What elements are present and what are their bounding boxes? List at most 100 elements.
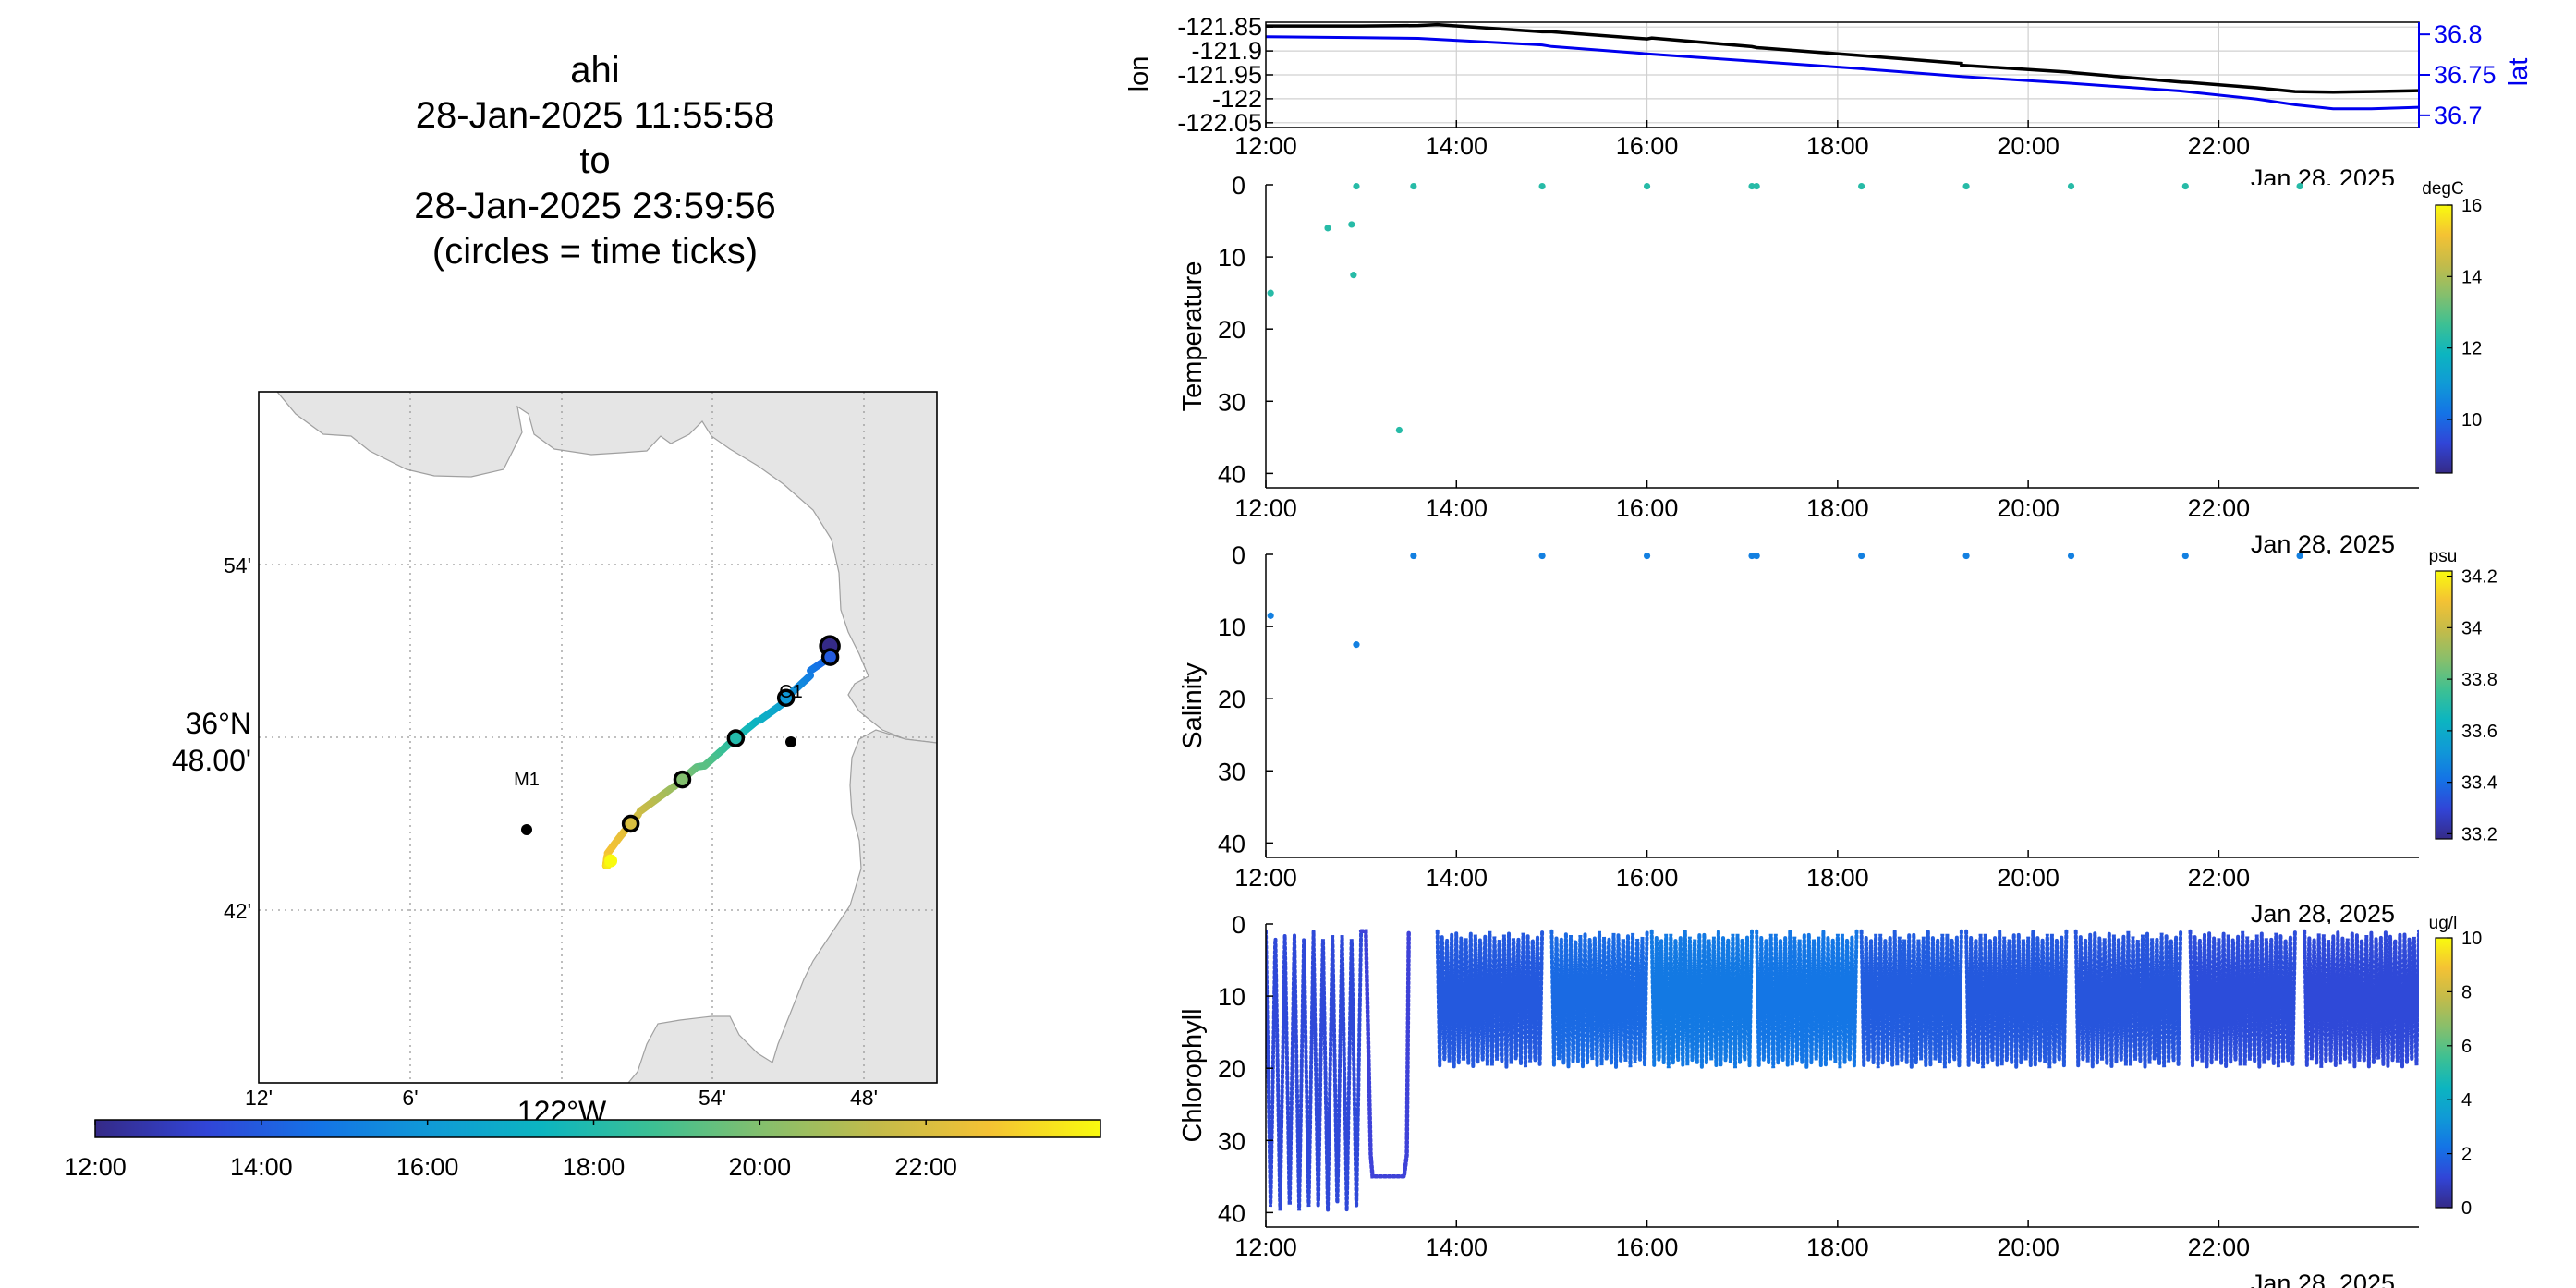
chlorophyll-profile bbox=[1266, 929, 1364, 1211]
temperature-point bbox=[1643, 182, 1651, 190]
temperature-point bbox=[1858, 182, 1865, 190]
salinity-point bbox=[1538, 552, 1546, 560]
lat-label-54: 54' bbox=[224, 553, 251, 577]
temperature-point bbox=[1962, 182, 1970, 190]
salinity-point bbox=[1748, 552, 1756, 560]
salinity-point bbox=[1858, 552, 1865, 560]
chlorophyll-axis-label: Chlorophyll bbox=[1178, 1008, 1208, 1142]
colorbar-tick-label: 34 bbox=[2461, 618, 2482, 638]
lon-axis-label: lon bbox=[1124, 56, 1154, 92]
land-east-coast bbox=[627, 729, 937, 1083]
temperature-point bbox=[1267, 289, 1274, 297]
map-grid bbox=[259, 392, 937, 1083]
chlorophyll-profile bbox=[2303, 929, 2419, 1068]
temperature-points bbox=[1267, 182, 2303, 434]
colorbar-tick-label: 10 bbox=[2461, 929, 2482, 949]
time-tick-circles bbox=[604, 635, 841, 868]
depth-tick-label: 0 bbox=[1232, 541, 1245, 569]
lon-label-12: 12' bbox=[245, 1086, 273, 1110]
track-segment bbox=[636, 807, 646, 816]
time-tick-label: 12:00 bbox=[1234, 494, 1297, 522]
chlorophyll-profile bbox=[1964, 929, 2069, 1069]
salinity-axes: 0 10 20 30 40 12:00 14:00 16:00 18:00 20:00 22:00 bbox=[1218, 541, 2419, 892]
time-tick-label: 14:00 bbox=[1425, 494, 1488, 522]
temperature-point bbox=[1353, 182, 1360, 190]
depth-tick-label: 0 bbox=[1232, 911, 1245, 939]
salinity-colorbar-ticks: 34.2 34 33.8 33.6 33.4 33.2 bbox=[2447, 567, 2497, 844]
temperature-axis-label: Temperature bbox=[1178, 261, 1208, 412]
time-tick-label: 20:00 bbox=[1997, 494, 2060, 522]
time-tick-circle bbox=[726, 729, 746, 747]
time-tick-label: 18:00 bbox=[1806, 1233, 1869, 1261]
salinity-colorbar-unit: psu bbox=[2429, 547, 2458, 566]
colorbar-tick-label: 2 bbox=[2461, 1145, 2472, 1165]
colorbar-tick-label: 18:00 bbox=[563, 1153, 626, 1181]
lonlat-x-tick-label: 22:00 bbox=[2188, 132, 2251, 160]
lon-tick-label: -122 bbox=[1212, 85, 1262, 113]
track-segment bbox=[670, 782, 679, 791]
depth-tick-label: 30 bbox=[1218, 388, 1245, 416]
chlorophyll-profile bbox=[2073, 929, 2183, 1068]
lat-label-42: 42' bbox=[224, 899, 251, 923]
temperature-point bbox=[1324, 225, 1331, 232]
chlorophyll-profile bbox=[1649, 929, 1754, 1069]
colorbar-tick-label: 6 bbox=[2461, 1037, 2472, 1057]
lat-axis-ticks: 36.8 36.75 36.7 bbox=[2419, 20, 2497, 129]
temperature-date-label: Jan 28, 2025 bbox=[2251, 530, 2395, 558]
lat-tick-label: 36.7 bbox=[2434, 102, 2483, 129]
lonlat-x-tick-label: 20:00 bbox=[1997, 132, 2060, 160]
time-tick-circle bbox=[621, 814, 640, 833]
time-tick-label: 16:00 bbox=[1616, 864, 1679, 892]
temperature-point bbox=[1410, 182, 1417, 190]
lon-label-6: 6' bbox=[402, 1086, 418, 1110]
colorbar-tick-label: 0 bbox=[2461, 1198, 2472, 1219]
lon-tick-label: -121.95 bbox=[1177, 61, 1262, 89]
lon-axis-ticks: -121.85-121.9-121.95-122-122.05 bbox=[1177, 13, 1273, 137]
time-tick-circle bbox=[820, 648, 840, 666]
depth-tick-label: 10 bbox=[1218, 244, 1245, 272]
time-tick-label: 14:00 bbox=[1425, 1233, 1488, 1261]
depth-tick-label: 10 bbox=[1218, 614, 1245, 641]
salinity-point bbox=[1643, 552, 1651, 560]
track-segment bbox=[807, 666, 816, 674]
track-end-dot bbox=[604, 854, 618, 868]
chlorophyll-points bbox=[1266, 929, 2419, 1211]
chlorophyll-colorbar: ug/l 10 8 6 4 2 0 bbox=[2429, 914, 2483, 1219]
lat-series-line bbox=[1266, 35, 2419, 111]
colorbar-tick-label: 22:00 bbox=[894, 1153, 957, 1181]
lonlat-x-tick-label: 12:00 bbox=[1234, 132, 1297, 160]
lon-label-54: 54' bbox=[699, 1086, 726, 1110]
depth-tick-label: 0 bbox=[1232, 172, 1245, 200]
temperature-axes: 0 10 20 30 40 12:00 14:00 16:00 18:00 20:00 22:00 bbox=[1218, 172, 2419, 522]
lon-tick-label: -121.85 bbox=[1177, 13, 1262, 41]
colorbar-tick-label: 33.8 bbox=[2461, 670, 2497, 690]
time-tick-label: 18:00 bbox=[1806, 494, 1869, 522]
chlorophyll-descent-path bbox=[1358, 929, 1411, 1179]
temperature-colorbar-unit: degC bbox=[2422, 179, 2463, 199]
title-line-note: (circles = time ticks) bbox=[431, 231, 759, 272]
lonlat-x-tick-label: 18:00 bbox=[1806, 132, 1869, 160]
chlorophyll-profile bbox=[1435, 929, 1545, 1068]
colorbar-tick-label: 8 bbox=[2461, 982, 2472, 1002]
depth-tick-label: 20 bbox=[1218, 1055, 1245, 1083]
temperature-point bbox=[1753, 182, 1760, 190]
temperature-point bbox=[1748, 182, 1756, 190]
depth-tick-label: 30 bbox=[1218, 1127, 1245, 1155]
temperature-colorbar-ticks: 16 14 12 10 bbox=[2447, 196, 2482, 431]
chlorophyll-profile bbox=[1859, 929, 1963, 1069]
map-lon-labels: 12' 6' 122°W 54' 48' bbox=[245, 1086, 878, 1128]
time-tick-circle bbox=[776, 688, 796, 708]
depth-tick-label: 40 bbox=[1218, 830, 1245, 857]
colorbar-tick-label: 16 bbox=[2461, 196, 2482, 216]
salinity-point bbox=[2067, 552, 2075, 560]
salinity-points bbox=[1267, 552, 2303, 649]
lat-tick-label: 36.75 bbox=[2434, 61, 2497, 89]
title-line-to: to bbox=[579, 140, 611, 181]
salinity-point bbox=[1962, 552, 1970, 560]
station-m1: M1 bbox=[514, 770, 540, 835]
depth-tick-label: 40 bbox=[1218, 460, 1245, 488]
colorbar-tick-label: 33.6 bbox=[2461, 722, 2497, 742]
temperature-point bbox=[1395, 426, 1403, 434]
chlorophyll-colorbar-bar bbox=[2435, 937, 2453, 1209]
